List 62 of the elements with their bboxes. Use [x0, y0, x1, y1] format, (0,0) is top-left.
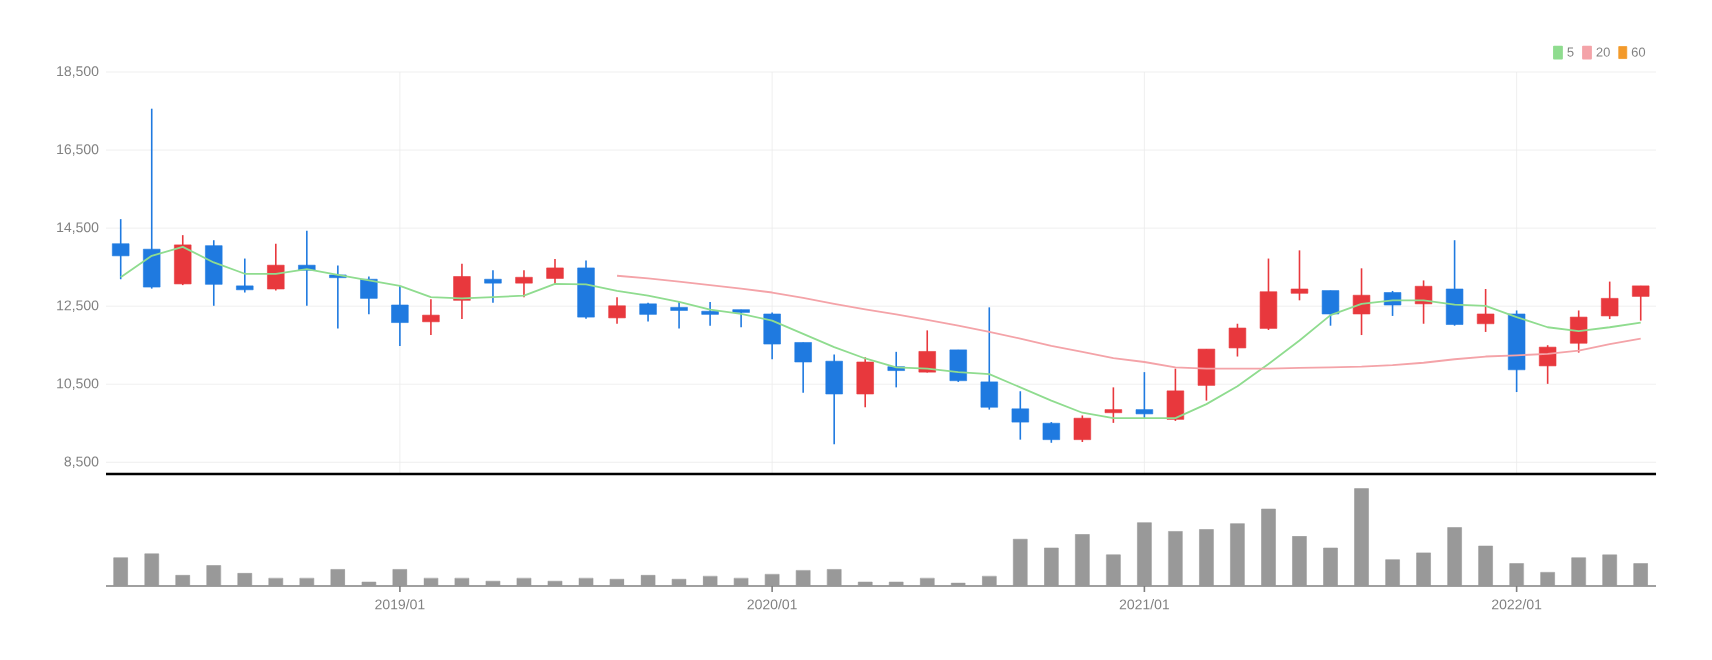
bar [1633, 563, 1649, 586]
bar [1416, 552, 1431, 586]
candlestick [825, 353, 843, 446]
bar [1354, 488, 1369, 586]
candlestick [1042, 421, 1060, 444]
candlestick [1476, 288, 1495, 333]
candlestick [453, 262, 471, 320]
candlestick [1135, 371, 1154, 419]
bar [1044, 547, 1059, 586]
bar [1075, 534, 1090, 586]
candlestick [1352, 267, 1371, 336]
candlestick [1104, 386, 1123, 424]
candlestick [1073, 414, 1092, 443]
bar [175, 574, 191, 586]
candlestick [1259, 257, 1278, 331]
bar [1261, 508, 1276, 586]
candlestick [701, 301, 719, 327]
candlestick [980, 306, 998, 411]
candlestick [112, 218, 130, 281]
bar [1385, 559, 1400, 586]
bar [1323, 547, 1338, 586]
candlestick [205, 239, 223, 307]
bar [640, 574, 656, 586]
bar [330, 569, 346, 586]
bar [671, 578, 687, 586]
candlestick [1445, 239, 1464, 327]
candlestick [856, 356, 874, 409]
candlestick [515, 269, 533, 298]
candlestick [267, 242, 285, 292]
candlestick [1632, 285, 1650, 322]
candlestick [1166, 367, 1185, 422]
candlestick [1197, 348, 1216, 402]
candlestick [1414, 279, 1433, 325]
candlestick [1290, 249, 1309, 302]
bar [113, 557, 128, 586]
candlestick [236, 257, 254, 294]
candlestick [143, 107, 161, 290]
bar [1602, 554, 1617, 586]
bar [609, 578, 625, 586]
candlestick [670, 301, 688, 330]
candlestick [794, 341, 812, 394]
candlestick [1321, 289, 1340, 327]
candlestick [422, 298, 440, 336]
candlestick [763, 311, 781, 361]
candlestick [1011, 390, 1029, 441]
candlestick [1570, 309, 1588, 354]
bar [1199, 529, 1214, 586]
candlestick [360, 275, 378, 316]
candlestick [608, 296, 626, 325]
candlestick [484, 269, 502, 304]
candlestick [1538, 344, 1557, 385]
candlestick [918, 329, 936, 374]
candlestick [546, 258, 564, 285]
candlestick [391, 285, 409, 347]
bar [392, 569, 408, 586]
candlestick [1228, 322, 1247, 358]
bar [1013, 538, 1028, 586]
bar [1137, 522, 1152, 586]
bar [1292, 536, 1307, 586]
candlestick [1601, 280, 1619, 320]
candlestick [949, 349, 967, 383]
bar [237, 573, 253, 586]
